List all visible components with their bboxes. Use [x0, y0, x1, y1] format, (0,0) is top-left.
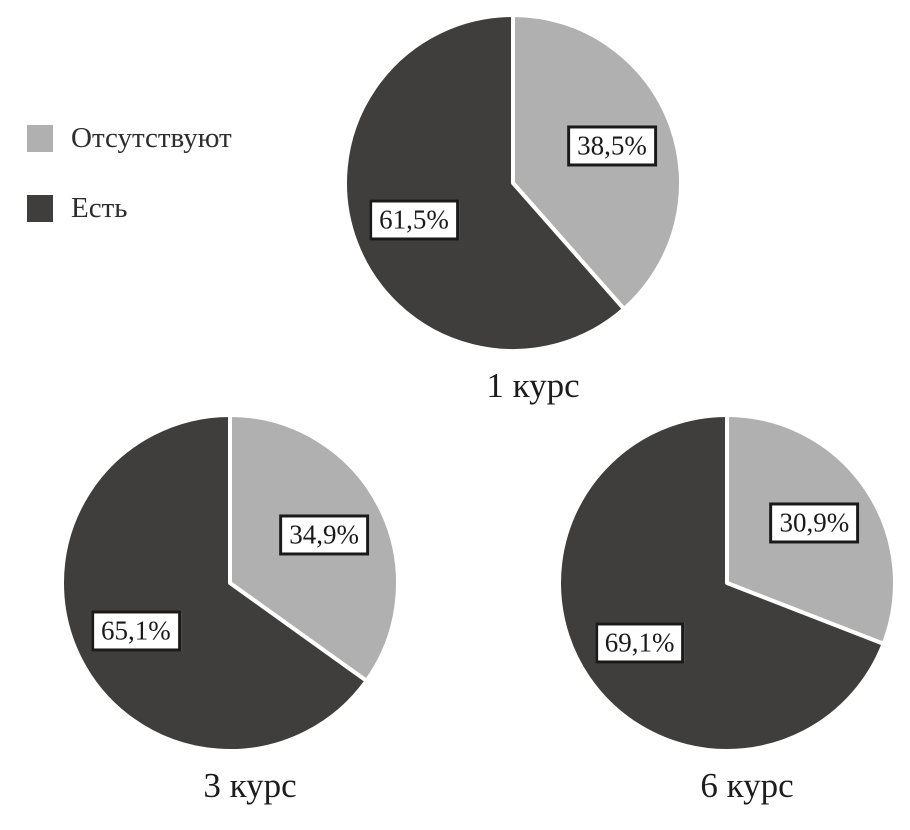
pie-svg-course-3 [60, 413, 400, 753]
pie-chart-course-3: 3 курс 34,9% 65,1% [60, 413, 400, 806]
pie-svg-course-1 [343, 13, 683, 353]
pie-value-label: 61,5% [369, 199, 459, 241]
pie-slice-present [557, 413, 886, 753]
legend-label-absent: Отсутствуют [71, 122, 232, 154]
pie-value-label: 38,5% [567, 125, 657, 167]
legend-swatch-present [27, 195, 53, 222]
legend-item-present: Есть [27, 194, 232, 223]
legend-swatch-absent [27, 125, 53, 152]
pie-value-label: 65,1% [90, 610, 181, 652]
pie-value-label: 69,1% [594, 622, 685, 664]
pie-caption-course-1: 1 курс [486, 366, 580, 405]
pie-caption-course-3: 3 курс [203, 766, 297, 805]
legend-item-absent: Отсутствуют [27, 124, 232, 153]
pie-caption-course-6: 6 курс [700, 766, 794, 805]
pie-svg-course-6 [557, 413, 897, 753]
pie-slice-present [343, 13, 627, 353]
pie-value-label: 30,9% [769, 502, 860, 544]
legend: Отсутствуют Есть [27, 124, 232, 223]
legend-label-present: Есть [71, 192, 128, 224]
pie-chart-course-1: 1 курс 38,5% 61,5% [343, 13, 683, 406]
pie-chart-course-6: 6 курс 30,9% 69,1% [557, 413, 897, 806]
pie-value-label: 34,9% [279, 514, 370, 556]
pie-slice-present [60, 413, 369, 753]
